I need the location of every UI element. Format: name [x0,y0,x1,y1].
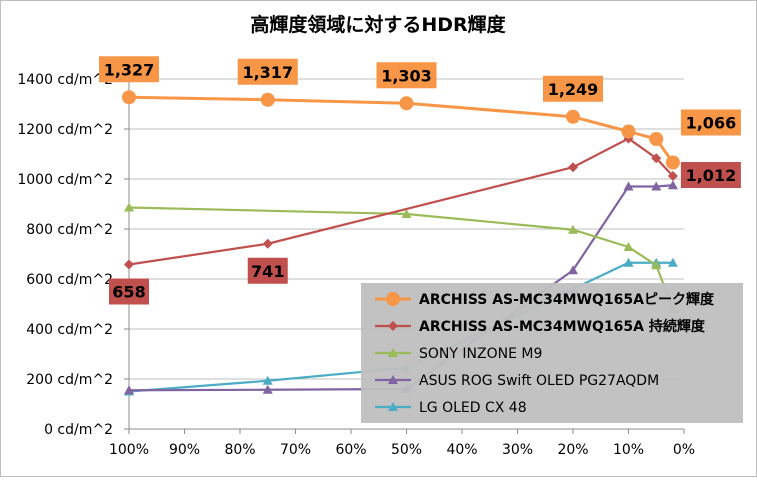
series-line [128,137,674,266]
data-point [623,181,634,191]
x-tick-label: 50% [391,442,422,458]
x-tick-label: 70% [280,442,311,458]
y-tick-label: 800 cd/m^2 [26,222,113,238]
data-point [667,257,678,267]
series-line [128,206,674,310]
x-tick-label: 40% [446,442,477,458]
data-label-text: 1,249 [548,80,599,99]
y-tick-label: 200 cd/m^2 [26,372,113,388]
data-point [260,92,275,107]
data-label-box [680,162,741,188]
data-point [386,292,400,306]
data-point [262,238,273,249]
x-tick-label: 80% [224,442,255,458]
series-3 [124,180,678,395]
data-point [651,181,662,191]
y-tick-label: 1400 cd/m^2 [17,72,113,88]
legend-box [361,283,743,423]
data-point [124,259,134,270]
legend-label: SONY INZONE M9 [419,346,542,362]
data-label-text: 1,012 [686,166,737,185]
x-tick-label: 60% [335,442,366,458]
y-tick-label: 1000 cd/m^2 [17,172,113,188]
data-point [623,242,634,251]
x-tick-label: 20% [557,442,588,458]
data-point [388,375,398,384]
data-label: 741 [247,257,288,284]
data-point [262,375,273,385]
data-labels: 1,327 1,317 1,303 1,249 1,066 658 741 1,012 [99,56,741,305]
data-label-text: 1,066 [686,114,737,133]
data-label-text: 658 [112,283,145,302]
legend-item: ARCHISS AS-MC34MWQ165Aピーク輝度 [375,291,715,308]
data-label-box [109,278,149,305]
data-point [651,153,662,164]
data-point [649,132,664,146]
data-label: 1,303 [376,62,437,89]
data-point [568,265,578,275]
x-tick-label: 100% [109,442,149,458]
data-point [568,162,578,173]
data-label: 658 [109,278,149,305]
legend-label: ARCHISS AS-MC34MWQ165A 持続輝度 [419,318,706,335]
data-label: 1,317 [237,58,298,85]
x-tick-label: 10% [613,442,644,458]
data-label-box [237,58,298,85]
y-tick-label: 600 cd/m^2 [26,272,113,288]
data-point [621,124,636,139]
y-tick-label: 400 cd/m^2 [26,322,113,338]
data-point [651,260,662,270]
series-0 [122,90,680,170]
data-label: 1,327 [99,56,159,83]
data-point [667,171,678,181]
legend-item: ARCHISS AS-MC34MWQ165A 持続輝度 [375,318,706,335]
data-label: 1,066 [680,109,741,136]
data-point [665,155,680,170]
data-label: 1,012 [680,162,741,188]
data-point [124,385,134,395]
legend-item: LG OLED CX 48 [375,400,527,416]
data-point [568,224,578,234]
legend-item: SONY INZONE M9 [375,346,542,362]
data-label-box [247,257,288,284]
y-tick-label: 0 cd/m^2 [44,422,113,438]
data-point [388,321,398,331]
data-point [388,402,398,411]
data-label-text: 1,303 [381,66,432,85]
data-label: 1,249 [543,75,603,102]
legend-label: LG OLED CX 48 [419,400,527,416]
data-point [623,257,634,267]
data-label-box [376,62,437,89]
x-tick-label: 90% [169,442,200,458]
x-tick-label: 0% [673,442,695,458]
data-label-box [99,56,159,83]
data-label-text: 741 [251,262,284,281]
legend-item: ASUS ROG Swift OLED PG27AQDM [375,373,659,389]
data-label-box [680,109,741,136]
data-label-text: 1,317 [242,63,293,82]
axes: 0 cd/m^2 200 cd/m^2 400 cd/m^2 600 cd/m^2 80… [17,72,695,458]
data-label-text: 1,327 [104,60,155,79]
data-point [401,209,412,218]
legend: ARCHISS AS-MC34MWQ165Aピーク輝度 ARCHISS AS-MC… [361,283,743,423]
legend-label: ARCHISS AS-MC34MWQ165Aピーク輝度 [419,291,715,308]
data-point [667,180,678,190]
legend-label: ASUS ROG Swift OLED PG27AQDM [419,373,659,389]
data-point [566,109,580,124]
data-label-box [543,75,603,102]
y-tick-label: 1200 cd/m^2 [17,122,113,138]
series-2 [124,202,678,313]
data-point [124,202,134,212]
data-point [262,384,273,394]
data-point [388,348,398,357]
data-point [399,96,414,111]
x-tick-label: 30% [502,442,533,458]
chart-title: 高輝度領域に対するHDR輝度 [250,13,506,36]
data-point [122,90,136,105]
series-lines [122,90,680,396]
